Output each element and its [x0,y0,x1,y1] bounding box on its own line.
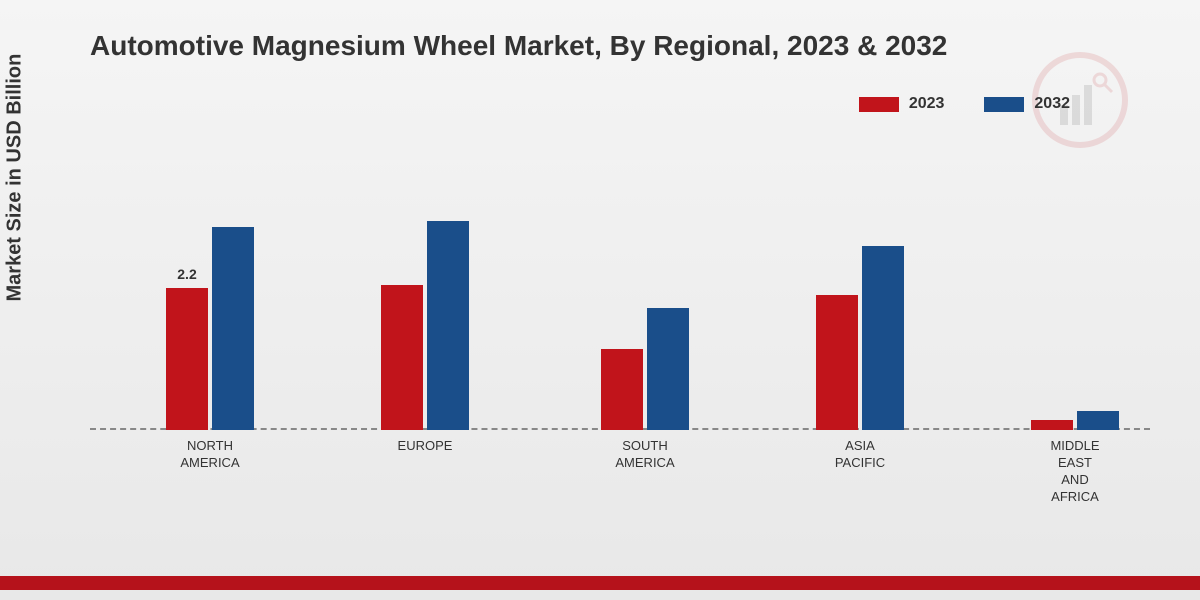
bar-group [601,308,689,430]
x-axis-category-label: NORTHAMERICA [180,438,239,472]
bar-2032 [427,221,469,430]
bar-group: 2.2 [166,227,254,430]
footer-accent-bar [0,576,1200,590]
chart-plot-area: 2.2 [90,140,1150,430]
bar-2023 [1031,420,1073,430]
legend-label-2032: 2032 [1034,95,1070,113]
legend-swatch-2032 [984,97,1024,112]
legend: 2023 2032 [859,95,1070,113]
bar-group [381,221,469,430]
legend-item-2032: 2032 [984,95,1070,113]
chart-title: Automotive Magnesium Wheel Market, By Re… [90,30,947,62]
x-axis-category-label: EUROPE [398,438,453,455]
x-axis-category-label: SOUTHAMERICA [615,438,674,472]
bar-2032 [862,246,904,430]
legend-item-2023: 2023 [859,95,945,113]
x-axis-category-label: MIDDLEEASTANDAFRICA [1050,438,1099,506]
bar-2023: 2.2 [166,288,208,430]
bar-2023 [601,349,643,430]
bar-value-label: 2.2 [177,266,196,282]
bar-2023 [381,285,423,430]
bar-group [816,246,904,430]
x-axis-category-label: ASIAPACIFIC [835,438,885,472]
bar-2023 [816,295,858,430]
y-axis-label: Market Size in USD Billion [4,54,27,302]
bar-2032 [647,308,689,430]
legend-swatch-2023 [859,97,899,112]
bar-2032 [1077,411,1119,430]
bar-group [1031,411,1119,430]
legend-label-2023: 2023 [909,95,945,113]
bar-2032 [212,227,254,430]
